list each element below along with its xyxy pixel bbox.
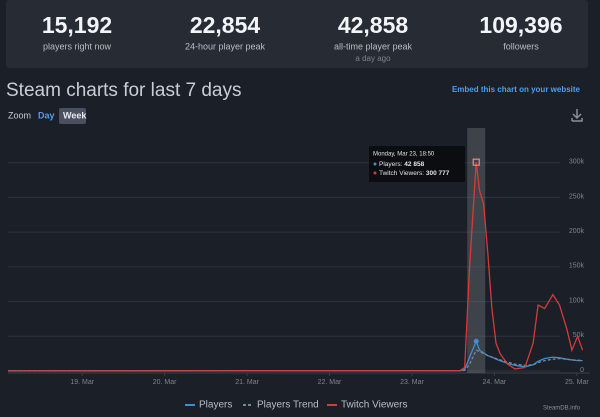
- tooltip-dot: [373, 162, 377, 166]
- x-tick-label: 21. Mar: [235, 379, 259, 386]
- stat-label: 24-hour player peak: [185, 41, 266, 51]
- legend-label: Players: [199, 400, 232, 411]
- hover-point: [472, 158, 480, 166]
- series-line: [7, 162, 584, 372]
- stat-value: 22,854: [190, 12, 261, 38]
- tooltip-value: 42 858: [404, 161, 424, 168]
- credit: SteamDB.info: [543, 406, 581, 412]
- y-tick-label: 150k: [569, 263, 585, 270]
- stat-label: players right now: [43, 41, 112, 51]
- y-tick-label: 100k: [569, 297, 585, 304]
- x-tick-label: 19. Mar: [70, 379, 94, 386]
- y-tick-label: 300k: [569, 159, 585, 166]
- stat-value: 42,858: [338, 12, 409, 38]
- tooltip: [369, 146, 465, 182]
- download-glyph[interactable]: [571, 109, 583, 122]
- hover-point: [473, 338, 479, 344]
- x-tick-label: 20. Mar: [153, 379, 177, 386]
- x-tick-label: 25. Mar: [565, 379, 589, 386]
- y-tick-label: 50k: [573, 332, 585, 339]
- y-tick-label: 250k: [569, 193, 585, 200]
- stat-label: all-time player peak: [334, 41, 413, 51]
- x-tick-label: 23. Mar: [400, 379, 424, 386]
- zoom-label: Zoom: [8, 110, 31, 120]
- tooltip-row: Players: 42 858: [379, 161, 425, 168]
- hover-band: [467, 128, 486, 373]
- tooltip-row: Twitch Viewers: 300 777: [379, 170, 450, 177]
- zoom-week[interactable]: Week: [63, 110, 87, 120]
- embed-link[interactable]: Embed this chart on your website: [452, 85, 581, 94]
- stats-panel: [6, 0, 588, 68]
- tooltip-date: Monday, Mar 23, 18:50: [373, 152, 435, 158]
- y-tick-label: 200k: [569, 228, 585, 235]
- stat-label: followers: [503, 41, 539, 51]
- y-tick-label: 0: [580, 367, 584, 374]
- legend-label: Players Trend: [257, 400, 319, 411]
- stats: 15,192 players right now 22,854 24-hour pla…: [42, 12, 563, 63]
- stat-note: a day ago: [355, 54, 391, 63]
- x-tick-label: 22. Mar: [318, 379, 342, 386]
- stat-value: 15,192: [42, 12, 112, 38]
- tooltip-dot: [373, 171, 377, 175]
- zoom-day[interactable]: Day: [38, 110, 55, 120]
- download-icon[interactable]: [571, 109, 583, 122]
- x-tick-label: 24. Mar: [483, 379, 507, 386]
- plot: 0 50k 100k 150k 200k 250k 300k 19. Mar 20. Mar 21…: [7, 128, 590, 411]
- tooltip-value: 300 777: [426, 170, 450, 177]
- legend-label: Twitch Viewers: [341, 400, 408, 411]
- tooltip-label: Players:: [379, 161, 404, 168]
- zoom-week-button[interactable]: [59, 108, 86, 124]
- page-title: Steam charts for last 7 days: [6, 80, 242, 101]
- stat-value: 109,396: [479, 12, 562, 38]
- tooltip-label: Twitch Viewers:: [379, 170, 426, 177]
